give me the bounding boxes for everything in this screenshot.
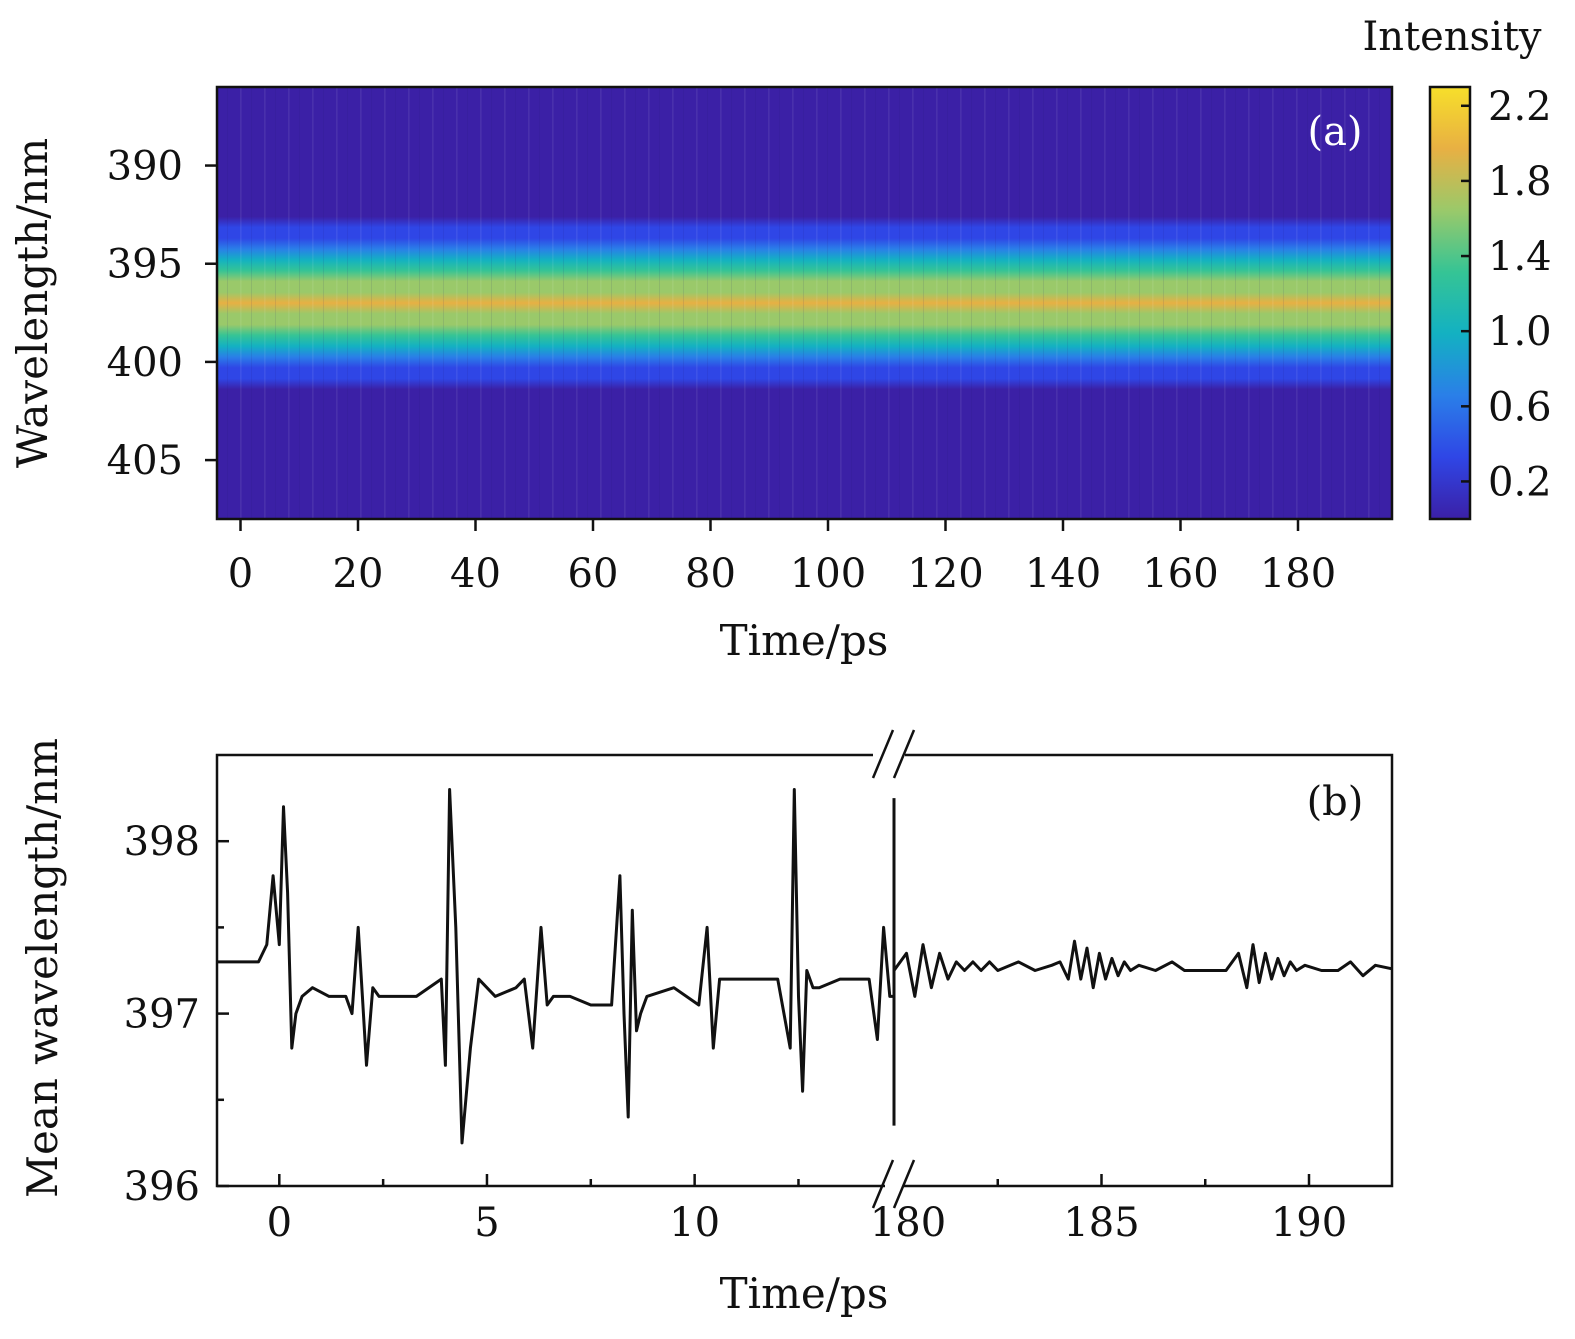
panel-a-y-tick-label: 390 — [107, 144, 183, 190]
axis-break-mark-top — [871, 729, 916, 779]
panel-a-x-axis-title: Time/ps — [720, 616, 889, 665]
colorbar-ticks: 2.2 1.8 1.4 1.0 0.6 0.2 — [1461, 84, 1552, 505]
panel-a-heatmap: 0 20 40 60 80 100 120 140 160 180 390 395 400 405 (a… — [8, 85, 1394, 665]
panel-b-x-tick-label: 190 — [1271, 1200, 1347, 1246]
series-line-segment-1 — [217, 788, 894, 1145]
panel-b-x-ticks: 0 5 10 180 185 190 — [267, 1174, 1347, 1246]
colorbar-tick-label: 0.2 — [1488, 459, 1552, 505]
panel-a-y-tick-label: 395 — [107, 242, 183, 288]
colorbar: 2.2 1.8 1.4 1.0 0.6 0.2 Intensity — [1362, 14, 1552, 521]
panel-a-y-ticks: 390 395 400 405 — [107, 144, 217, 484]
panel-a-x-tick-label: 160 — [1142, 551, 1218, 597]
heatmap-frame — [215, 85, 1394, 521]
panel-b-x-tick-label: 5 — [474, 1200, 499, 1246]
colorbar-title: Intensity — [1362, 14, 1541, 60]
colorbar-fill — [1428, 85, 1472, 521]
axis-break-mark-bottom — [871, 1159, 916, 1209]
panel-a-label: (a) — [1307, 109, 1362, 155]
panel-a-x-tick-label: 100 — [790, 551, 866, 597]
panel-b-y-tick-label: 397 — [124, 992, 200, 1038]
panel-a-x-tick-label: 120 — [907, 551, 983, 597]
panel-a-x-ticks: 0 20 40 60 80 100 120 140 160 180 — [228, 519, 1336, 597]
colorbar-tick-label: 1.0 — [1488, 309, 1552, 355]
panel-a-x-tick-label: 40 — [450, 551, 501, 597]
panel-b-y-tick-label: 396 — [124, 1164, 200, 1210]
panel-a-y-axis-title: Wavelength/nm — [8, 138, 57, 468]
panel-a-x-tick-label: 20 — [333, 551, 384, 597]
panel-b-x-tick-label: 10 — [669, 1200, 720, 1246]
heatmap-stripes — [217, 87, 1392, 519]
panel-a-x-tick-label: 60 — [568, 551, 619, 597]
colorbar-tick-label: 1.8 — [1488, 159, 1552, 205]
panel-b-y-tick-label: 398 — [124, 819, 200, 865]
panel-b-x-axis-title: Time/ps — [720, 1269, 889, 1318]
panel-a-x-tick-label: 80 — [685, 551, 736, 597]
panel-b-frame — [215, 753, 1394, 1188]
panel-a-x-tick-label: 0 — [228, 551, 253, 597]
panel-b-y-axis-title: Mean wavelength/nm — [18, 738, 67, 1198]
panel-b-series — [217, 788, 1393, 1145]
panel-b-x-tick-label: 0 — [267, 1200, 292, 1246]
panel-a-y-tick-label: 405 — [107, 438, 183, 484]
series-line-segment-2 — [892, 939, 1393, 998]
colorbar-tick-label: 1.4 — [1488, 234, 1552, 280]
panel-b-y-ticks: 398 397 396 — [124, 819, 229, 1210]
panel-a-y-tick-label: 400 — [107, 340, 183, 386]
panel-b-x-tick-label: 180 — [870, 1200, 946, 1246]
colorbar-tick-label: 2.2 — [1488, 84, 1552, 130]
panel-b-line-chart: 0 5 10 180 185 190 398 397 396 (b) Time/ps Mean… — [18, 729, 1394, 1318]
panel-b-label: (b) — [1307, 779, 1364, 825]
colorbar-tick-label: 0.6 — [1488, 384, 1552, 430]
panel-a-x-tick-label: 180 — [1260, 551, 1336, 597]
panel-b-x-tick-label: 185 — [1063, 1200, 1139, 1246]
panel-a-x-tick-label: 140 — [1025, 551, 1101, 597]
